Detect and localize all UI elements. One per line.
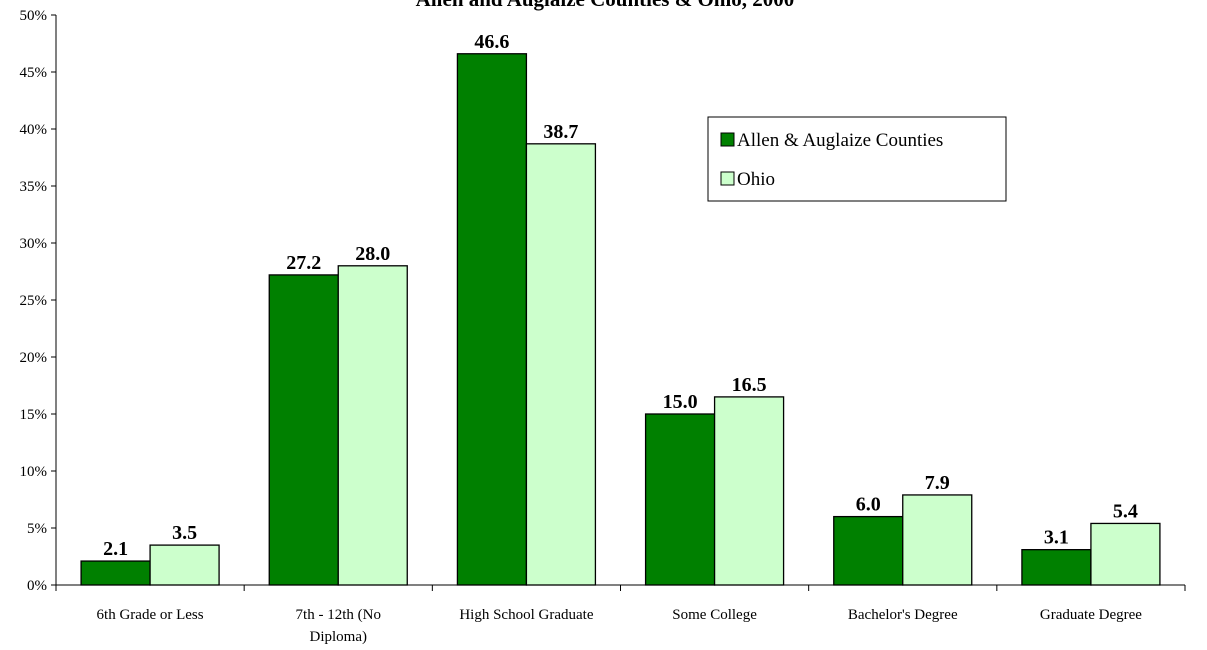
x-category-label-1-line-1: Diploma) — [310, 629, 368, 645]
y-tick-label-2: 10% — [20, 464, 48, 480]
bar-ohio-3 — [713, 396, 785, 586]
legend-swatch-allen-auglaize — [720, 132, 735, 147]
data-label-allen-auglaize-5: 3.1 — [1044, 527, 1069, 549]
data-label-allen-auglaize-1: 27.2 — [286, 252, 321, 274]
bar-allen-auglaize-0 — [80, 560, 151, 586]
y-tick-label-9: 45% — [20, 65, 48, 81]
x-category-label-5: Graduate Degree — [1040, 607, 1142, 623]
bar-ohio-1 — [337, 265, 408, 586]
y-tick-label-5: 25% — [20, 293, 48, 309]
legend-label-ohio: Ohio — [737, 169, 775, 190]
bar-allen-auglaize-5 — [1021, 549, 1092, 586]
bar-ohio-5 — [1090, 522, 1161, 586]
data-label-allen-auglaize-2: 46.6 — [474, 31, 509, 53]
x-category-label-0: 6th Grade or Less — [97, 607, 204, 623]
y-tick-label-6: 30% — [20, 236, 48, 252]
y-tick-label-0: 0% — [27, 578, 47, 594]
y-tick-label-8: 40% — [20, 122, 48, 138]
y-tick-label-4: 20% — [20, 350, 48, 366]
data-label-ohio-4: 7.9 — [925, 472, 950, 494]
legend-label-allen-auglaize: Allen & Auglaize Counties — [737, 130, 943, 151]
data-label-ohio-3: 16.5 — [732, 374, 767, 396]
data-label-allen-auglaize-0: 2.1 — [103, 538, 128, 560]
bar-ohio-2 — [525, 143, 597, 586]
y-tick-label-10: 50% — [20, 8, 48, 24]
x-category-label-1-line-0: 7th - 12th (No — [296, 607, 381, 623]
bar-allen-auglaize-1 — [268, 274, 339, 586]
bar-allen-auglaize-2 — [456, 53, 528, 586]
legend: Allen & Auglaize Counties Ohio — [707, 116, 1007, 202]
bar-allen-auglaize-4 — [833, 515, 904, 586]
data-label-ohio-2: 38.7 — [543, 121, 578, 143]
data-label-ohio-1: 28.0 — [355, 243, 390, 265]
bar-ohio-0 — [149, 544, 220, 586]
x-category-label-4: Bachelor's Degree — [848, 607, 958, 623]
chart-title: Allen and Auglaize Counties & Ohio, 2000 — [416, 0, 795, 11]
legend-swatch-ohio — [720, 171, 735, 186]
data-label-ohio-5: 5.4 — [1113, 500, 1138, 522]
y-tick-label-7: 35% — [20, 179, 48, 195]
x-category-label-3: Some College — [672, 607, 757, 623]
y-tick-label-3: 15% — [20, 407, 48, 423]
legend-box — [707, 116, 1007, 202]
bar-allen-auglaize-3 — [644, 413, 716, 586]
data-label-ohio-0: 3.5 — [172, 522, 197, 544]
bar-ohio-4 — [902, 494, 973, 586]
plot-area: 2.1 27.2 46.6 15.0 6.0 3.1 3.5 28.0 38.7 16.5 7.9 5… — [20, 8, 1186, 645]
x-category-label-2: High School Graduate — [459, 607, 593, 623]
data-label-allen-auglaize-4: 6.0 — [856, 494, 881, 516]
data-label-allen-auglaize-3: 15.0 — [663, 391, 698, 413]
y-tick-label-1: 5% — [27, 521, 47, 537]
